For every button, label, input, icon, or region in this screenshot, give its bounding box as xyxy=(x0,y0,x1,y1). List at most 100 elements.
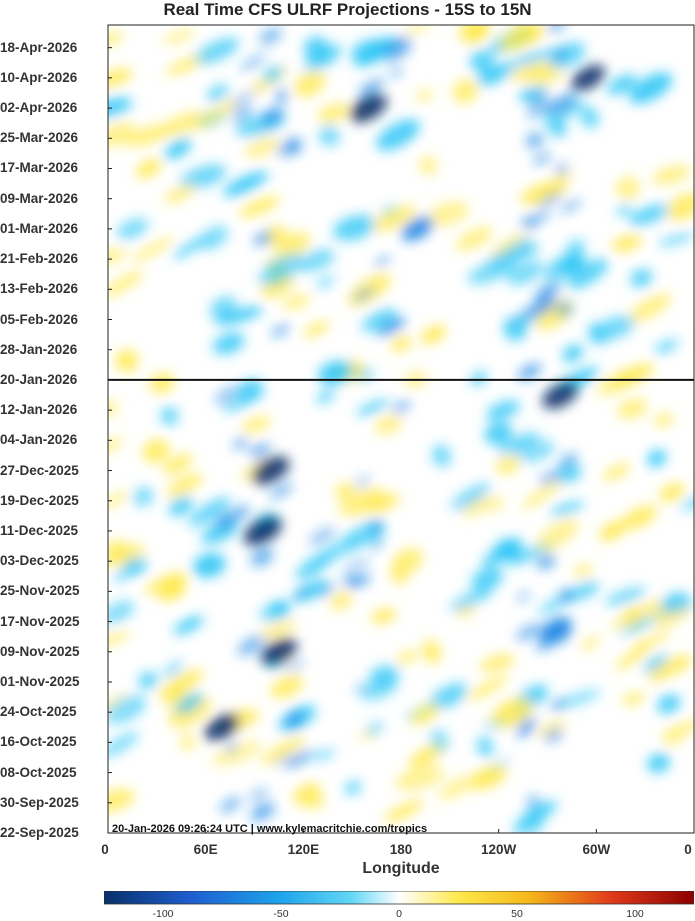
field-feature xyxy=(243,516,282,546)
field-cell xyxy=(361,308,397,333)
field-feature xyxy=(571,64,606,91)
field-cell xyxy=(658,232,694,247)
field-cell xyxy=(237,635,266,656)
field-cell xyxy=(525,210,551,227)
x-tick-label: 0 xyxy=(101,842,109,857)
field-cell xyxy=(390,336,412,352)
field-cell xyxy=(515,439,555,463)
field-cell xyxy=(295,549,338,580)
field-cell xyxy=(338,487,386,517)
field-cell xyxy=(158,669,203,701)
field-cell xyxy=(149,373,175,394)
field-cell xyxy=(610,604,650,631)
field-cell xyxy=(615,176,640,200)
field-cell xyxy=(456,606,476,617)
field-cell xyxy=(495,455,521,475)
field-cell xyxy=(164,185,196,203)
field-cell xyxy=(616,205,633,215)
field-cell xyxy=(470,568,504,590)
field-cell xyxy=(329,591,353,610)
field-cell xyxy=(498,432,539,455)
field-cell xyxy=(214,306,263,325)
field-cell xyxy=(554,465,582,484)
field-cell xyxy=(269,483,293,499)
field-cell xyxy=(654,413,674,427)
field-feature xyxy=(252,456,290,485)
field-cell xyxy=(353,683,368,693)
field-cell xyxy=(168,695,211,727)
field-cell xyxy=(653,655,693,678)
field-cell xyxy=(250,802,276,821)
field-cell xyxy=(249,788,269,802)
field-cell xyxy=(525,132,544,149)
field-cell xyxy=(552,47,567,61)
field-cell xyxy=(160,406,179,426)
field-cell xyxy=(384,46,412,64)
field-cell xyxy=(536,553,556,570)
y-tick-label: 20-Jan-2026 xyxy=(0,371,78,387)
field-cell xyxy=(520,180,568,205)
field-cell xyxy=(477,63,514,86)
field-cell xyxy=(376,119,421,151)
y-tick-label: 28-Jan-2026 xyxy=(0,341,78,357)
field-cell xyxy=(374,255,391,268)
field-cell xyxy=(452,79,479,104)
field-cell xyxy=(530,64,564,88)
field-cell xyxy=(333,214,376,241)
x-tick-label: 60E xyxy=(193,842,218,857)
field-cell xyxy=(223,399,250,412)
field-cell xyxy=(659,482,685,502)
field-cell xyxy=(470,371,488,385)
field-cell xyxy=(580,636,601,650)
field-cell xyxy=(371,608,397,624)
colorbar xyxy=(104,891,694,905)
field-cell xyxy=(342,557,371,575)
x-axis-title: Longitude xyxy=(362,860,440,877)
field-cell xyxy=(389,565,409,585)
field-cell xyxy=(653,608,691,627)
field-cell xyxy=(259,253,304,286)
y-tick-label: 09-Mar-2026 xyxy=(0,190,79,206)
field-cell xyxy=(363,493,400,513)
field-cell xyxy=(508,49,555,67)
field-cell xyxy=(596,367,644,396)
field-cell xyxy=(286,711,303,727)
field-cell xyxy=(403,25,431,35)
field-cell xyxy=(479,654,516,672)
field-cell xyxy=(132,486,155,507)
field-cell xyxy=(259,27,282,45)
field-cell xyxy=(163,453,193,475)
field-feature xyxy=(542,381,579,409)
field-cell xyxy=(317,103,350,123)
field-cell xyxy=(543,253,583,281)
field-cell xyxy=(493,538,522,561)
field-cell xyxy=(580,107,599,129)
y-tick-label: 24-Oct-2025 xyxy=(0,704,77,720)
y-tick-label: 04-Jan-2026 xyxy=(0,432,78,448)
field-cell xyxy=(374,415,402,435)
field-cell xyxy=(489,232,528,257)
field-cell xyxy=(188,496,231,527)
field-cell xyxy=(384,800,424,823)
field-cell xyxy=(316,275,335,289)
field-cell xyxy=(627,293,672,323)
chart-title: Real Time CFS ULRF Projections - 15S to … xyxy=(163,0,532,19)
field-cell xyxy=(285,749,313,768)
field-cell xyxy=(630,268,653,288)
field-cell xyxy=(371,539,385,550)
field-cell xyxy=(390,67,402,78)
field-feature xyxy=(260,637,298,666)
y-tick-label: 13-Feb-2026 xyxy=(0,281,79,297)
y-tick-label: 05-Feb-2026 xyxy=(0,311,79,327)
field-cell xyxy=(498,26,538,51)
field-cell xyxy=(530,296,558,316)
field-cell xyxy=(451,483,491,510)
field-cell xyxy=(230,90,257,107)
field-cell xyxy=(527,92,548,106)
field-cell xyxy=(237,379,264,403)
colorbar-tick-label: -50 xyxy=(273,908,289,920)
field-feature xyxy=(136,158,162,178)
field-cell xyxy=(455,226,493,251)
field-cell xyxy=(554,164,568,175)
field-cell xyxy=(239,196,280,218)
